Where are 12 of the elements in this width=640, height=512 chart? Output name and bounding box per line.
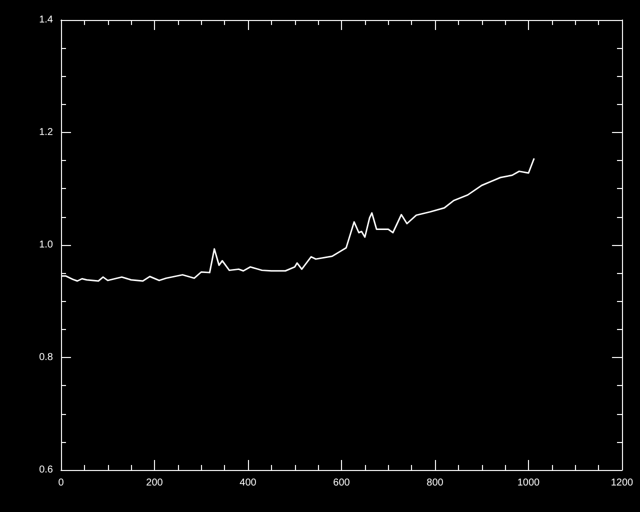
y-tick-label: 1.0	[39, 240, 54, 250]
x-tick-label: 0	[58, 478, 64, 488]
x-tick-label: 200	[146, 478, 164, 488]
x-tick-label: 600	[333, 478, 350, 488]
x-tick-label: 800	[426, 478, 444, 488]
y-tick-label: 1.2	[39, 127, 54, 138]
y-tick-label: 0.8	[39, 352, 54, 363]
y-tick-label: 1.4	[39, 14, 54, 26]
x-tick-label: 1200	[610, 478, 634, 488]
y-tick-label: 0.6	[39, 464, 54, 476]
x-tick-label: 1000	[517, 478, 540, 488]
x-tick-label: 400	[240, 478, 257, 488]
